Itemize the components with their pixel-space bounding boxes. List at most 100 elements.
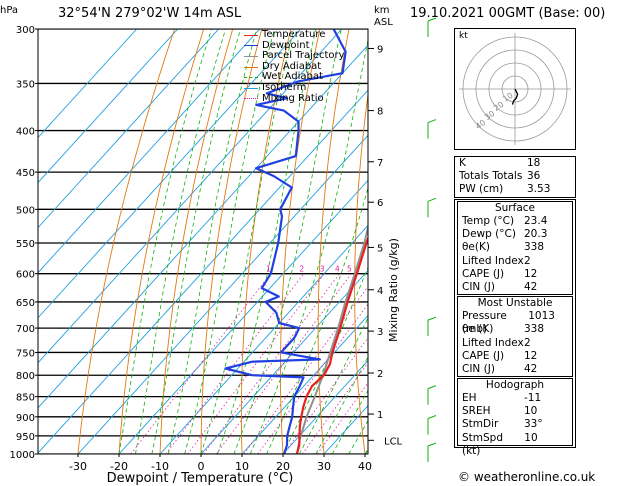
row-value: 42: [524, 280, 538, 293]
legend-label: Mixing Ratio: [262, 92, 324, 104]
table-row: SREH 10: [458, 405, 572, 418]
mixing-ratio-label: 1: [266, 265, 271, 274]
table-row: PW (cm) 3.53: [455, 183, 575, 196]
pressure-tick-label: 600: [16, 270, 35, 281]
row-label: SREH: [462, 405, 491, 418]
height-tick-label: 8: [377, 107, 383, 118]
wind-barb-flag: [427, 442, 437, 447]
dry-adiabat-line: [354, 91, 368, 454]
table-row: θe (K) 338: [458, 323, 572, 336]
isotherm-line: [38, 29, 138, 139]
table-row: CAPE (J) 12: [458, 350, 572, 363]
pressure-tick-label: 1000: [10, 450, 35, 461]
mixing-ratio-label: 8: [373, 265, 378, 274]
legend-label: Wet Adiabat: [262, 71, 323, 83]
wet-adiabat-line: [315, 356, 368, 454]
table-row: CIN (J) 42: [458, 281, 572, 294]
temperature-tick-label: 40: [358, 460, 372, 473]
wet-adiabat-line: [151, 29, 241, 454]
table-row: Lifted Index 2: [458, 337, 572, 350]
legend: Temperature Dewpoint Parcel Trajectory Dry …: [244, 29, 345, 104]
isotherm-line: [200, 269, 368, 454]
isotherm-line: [241, 314, 368, 454]
legend-item: Parcel Trajectory: [244, 51, 345, 62]
isotherm-line: [38, 29, 302, 319]
hodograph: 10 20 30 40 kt: [454, 28, 576, 150]
pressure-tick-label: 700: [16, 324, 35, 335]
height-tick-label: 9: [377, 44, 383, 55]
table-row: CIN (J) 42: [458, 363, 572, 376]
mixing-ratio-label: 3: [320, 265, 325, 274]
wet-adiabat-line: [299, 316, 368, 454]
row-value: -11: [524, 392, 542, 405]
wind-barb-flag: [427, 17, 437, 22]
pressure-tick-label: 350: [16, 79, 35, 90]
dry-adiabat-line: [611, 29, 629, 454]
temperature-tick-label: -20: [110, 460, 128, 473]
dry-adiabat-line: [77, 29, 176, 454]
row-value: 42: [524, 362, 538, 375]
wind-barb-flag: [427, 316, 437, 321]
legend-item: Dry Adiabat: [244, 61, 345, 73]
temperature-tick-label: 0: [198, 460, 205, 473]
temperature-tick-label: -30: [69, 460, 87, 473]
row-label: EH: [462, 392, 477, 405]
hodograph-ring-label: 30: [483, 109, 497, 122]
wind-barb-flag: [427, 197, 437, 202]
row-label: Dewp (°C): [462, 228, 516, 241]
mixing-ratio-label: 25: [440, 265, 450, 274]
mixing-ratio-label: 20: [426, 265, 436, 274]
table-row: Temp (°C) 23.4: [458, 215, 572, 228]
pressure-tick-label: 450: [16, 168, 35, 179]
table-row: Lifted Index 2: [458, 255, 572, 268]
table-row: StmDir 33°: [458, 418, 572, 431]
legend-swatch: [244, 98, 258, 100]
mixing-ratio-label: 4: [335, 265, 340, 274]
mixing-ratio-line: [283, 336, 368, 454]
row-label: StmSpd (kt): [462, 431, 504, 457]
height-tick-label: 5: [377, 243, 383, 254]
row-label: θe (K): [462, 323, 494, 336]
plot-frame: [37, 28, 369, 455]
mixing-ratio-line: [316, 382, 368, 454]
wet-adiabat-line: [167, 29, 258, 454]
legend-swatch: [244, 77, 258, 79]
dry-adiabat-line: [317, 29, 350, 454]
dry-adiabat-line: [240, 29, 292, 454]
hodograph-section: Hodograph EH -11 SREH 10 StmDir 33° StmSpd (kt…: [457, 378, 573, 457]
dry-adiabat-line: [118, 29, 205, 454]
hodograph-table-title: Hodograph: [485, 379, 545, 392]
wet-adiabat-line: [135, 29, 226, 454]
isotherm-line: [38, 29, 261, 274]
temperature-tick-label: 10: [235, 460, 249, 473]
row-label: Lifted Index: [462, 336, 524, 349]
table-row: Pressure (mb) 1013: [458, 310, 572, 335]
row-value: 18: [527, 157, 541, 169]
row-value: 2: [524, 254, 531, 267]
temperature-tick-label: -10: [151, 460, 169, 473]
hodograph-trace: [511, 88, 519, 105]
legend-item: Isotherm: [244, 82, 345, 94]
mixing-ratio-line: [243, 286, 368, 454]
pressure-tick-label: 650: [16, 298, 35, 309]
most-unstable-section: Most Unstable Pressure (mb) 1013 θe (K) 338…: [457, 296, 573, 378]
row-label: Lifted Index: [462, 254, 524, 267]
legend-swatch: [244, 66, 258, 68]
dry-adiabat-line: [582, 29, 629, 454]
row-value: 23.4: [524, 215, 548, 227]
pressure-tick-label: 400: [16, 127, 35, 138]
row-value: 33°: [524, 418, 543, 431]
mixing-ratio-line: [130, 273, 271, 454]
mixing-ratio-label: 15: [408, 265, 418, 274]
wet-adiabat-line: [118, 29, 212, 454]
pressure-tick-label: 950: [16, 432, 35, 443]
dry-adiabat-line: [159, 29, 234, 454]
height-tick-label: 4: [377, 286, 383, 297]
table-row: EH -11: [458, 392, 572, 405]
footer-credit: © weatheronline.co.uk: [458, 470, 596, 484]
hodograph-ring-label: 20: [492, 100, 506, 113]
temperature-tick-label: 20: [276, 460, 290, 473]
row-value: 3.53: [527, 183, 551, 196]
legend-item: Temperature: [244, 29, 345, 41]
row-value: 36: [527, 170, 541, 183]
